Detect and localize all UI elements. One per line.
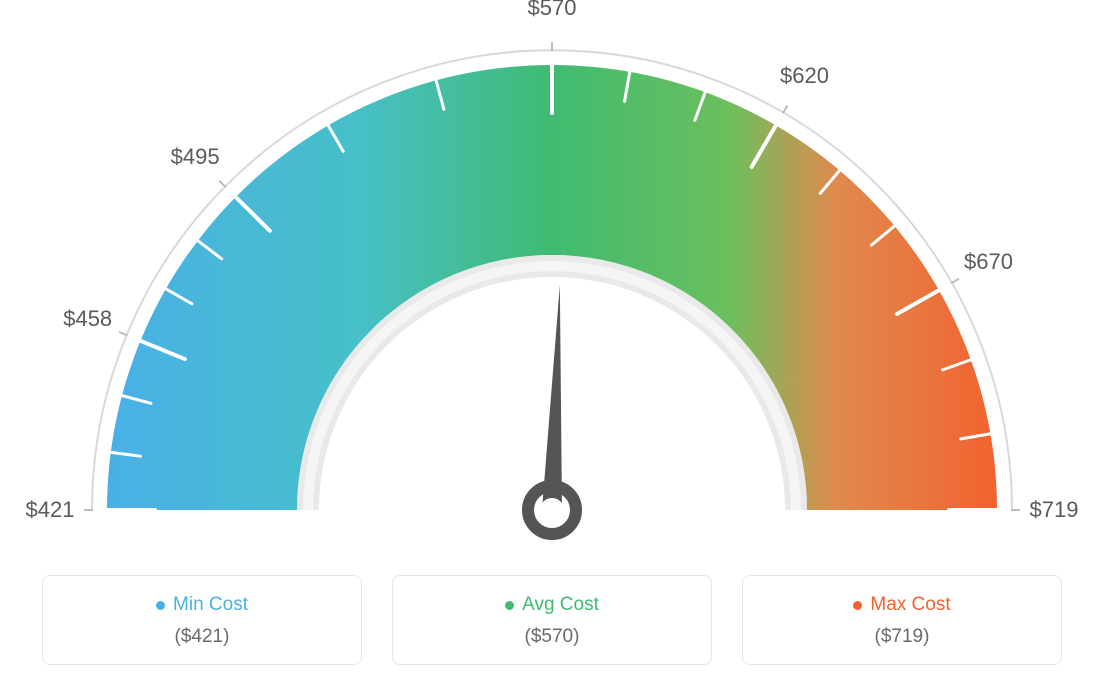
legend-title-avg: Avg Cost [413, 594, 691, 616]
legend-card-min: Min Cost ($421) [42, 575, 362, 665]
gauge-tick-label: $620 [780, 63, 829, 89]
gauge-tick-label: $570 [528, 0, 577, 21]
legend-label-min: Min Cost [173, 594, 248, 616]
legend-title-max: Max Cost [763, 594, 1041, 616]
legend-dot-max [853, 601, 862, 610]
gauge-chart: $421 $458 $495 $570 $620 $670 $719 [0, 0, 1104, 560]
legend-value-max: ($719) [763, 626, 1041, 648]
legend-card-avg: Avg Cost ($570) [392, 575, 712, 665]
gauge-tick-label: $670 [964, 249, 1013, 275]
legend-value-min: ($421) [63, 626, 341, 648]
legend-row: Min Cost ($421) Avg Cost ($570) Max Cost… [0, 575, 1104, 665]
legend-title-min: Min Cost [63, 594, 341, 616]
legend-dot-avg [505, 601, 514, 610]
gauge-tick-label: $495 [171, 144, 220, 170]
legend-value-avg: ($570) [413, 626, 691, 648]
legend-label-avg: Avg Cost [522, 594, 599, 616]
gauge-svg [0, 0, 1104, 560]
gauge-tick-label: $421 [26, 497, 75, 523]
legend-dot-min [156, 601, 165, 610]
gauge-tick-label: $458 [63, 306, 112, 332]
legend-label-max: Max Cost [870, 594, 950, 616]
gauge-tick-label: $719 [1030, 497, 1079, 523]
legend-card-max: Max Cost ($719) [742, 575, 1062, 665]
